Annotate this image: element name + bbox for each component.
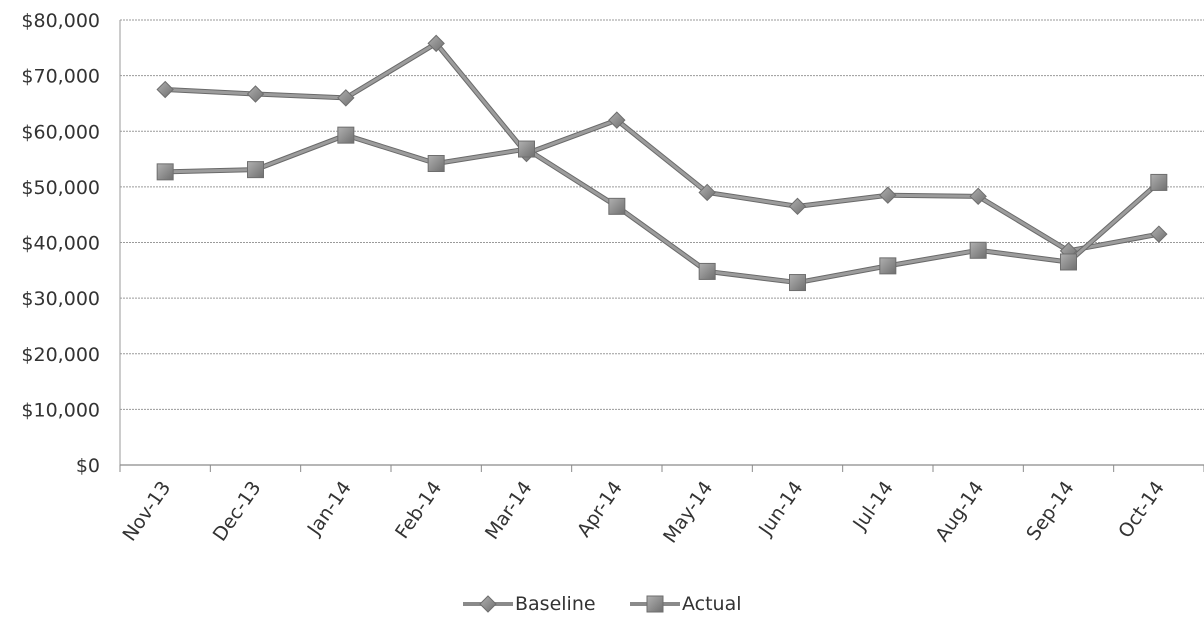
x-tick-label: Dec-13 [209,477,266,545]
y-tick-label: $70,000 [21,66,100,88]
y-tick-label: $10,000 [21,399,100,421]
y-tick-label: $60,000 [21,121,100,143]
data-point-diamond [879,186,897,204]
x-tick-label: May-14 [659,477,717,547]
data-point-diamond [608,111,626,129]
data-point-diamond [246,85,265,103]
legend-label: Baseline [515,593,596,615]
data-point-square [427,155,445,173]
series-line [165,133,1160,285]
y-tick-label: $80,000 [21,10,100,32]
x-tick-label: Nov-13 [118,477,175,545]
x-tick-label: Jun-14 [754,477,807,540]
y-tick-label: $20,000 [21,344,100,366]
legend-item-actual: Actual [630,593,742,615]
x-tick-label: Sep-14 [1022,477,1078,544]
legend-label: Actual [682,593,742,615]
series-actual [156,126,1168,292]
data-point-square [969,241,987,259]
data-point-diamond [788,197,807,216]
data-point-square [789,274,806,292]
x-tick-label: Aug-14 [931,477,988,545]
legend-marker-square [646,595,664,613]
legend-marker-diamond [479,595,497,613]
data-point-square [247,161,264,179]
data-point-diamond [969,187,987,206]
x-tick-label: Mar-14 [481,477,537,543]
data-point-square [1060,253,1077,271]
series-line [165,41,1160,253]
data-point-square [337,126,355,144]
data-point-square [879,257,897,275]
data-point-square [156,163,174,181]
data-point-square [518,140,535,158]
gridlines [120,19,1204,466]
data-point-diamond [337,89,355,107]
data-point-diamond [1150,225,1168,243]
x-tick-label: Feb-14 [391,477,446,543]
y-tick-label: $30,000 [21,288,100,310]
x-tick-label: Jul-14 [848,477,898,535]
y-tick-label: $0 [76,455,100,477]
legend: Baseline Actual [463,593,742,615]
data-point-diamond [698,183,716,202]
y-tick-label: $50,000 [21,177,100,199]
data-point-square [698,262,716,280]
data-point-diamond [156,80,174,99]
series-lines [156,34,1168,292]
data-point-square [608,197,626,215]
x-tick-label: Jan-14 [303,477,356,540]
y-tick-label: $40,000 [21,233,100,255]
x-tick-label: Oct-14 [1114,477,1169,542]
data-point-diamond [427,34,445,53]
legend-item-baseline: Baseline [463,593,596,615]
x-tick-label: Apr-14 [573,477,627,541]
data-point-square [1150,173,1168,191]
